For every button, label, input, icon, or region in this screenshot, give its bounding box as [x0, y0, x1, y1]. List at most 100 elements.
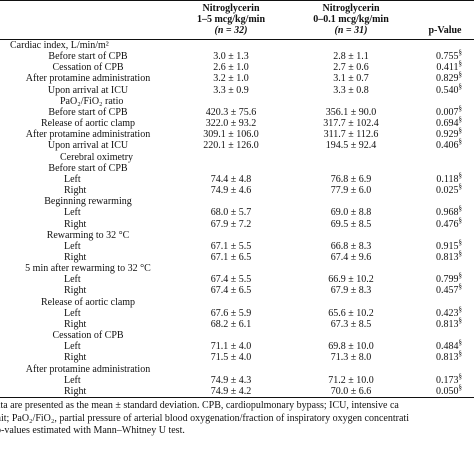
table-row: Right 67.4 ± 6.5 67.9 ± 8.3 0.457§	[0, 283, 474, 297]
footnote-mark: §	[458, 205, 463, 214]
footnote-mark: §	[458, 283, 463, 292]
group2-value: 66.9 ± 10.2	[328, 274, 374, 286]
footnote-mark: §	[458, 104, 463, 113]
group2-value: 69.8 ± 10.0	[328, 341, 374, 353]
footnote-mark: §	[458, 372, 463, 381]
row-label: After protamine administration	[25, 363, 151, 375]
group2-value: 317.7 ± 102.4	[323, 118, 379, 130]
p-value-cell: 0.457§	[416, 283, 474, 297]
footnote-line: p-values estimated with Mann–Whitney U t…	[0, 425, 185, 436]
group1-value: 68.2 ± 6.1	[210, 318, 252, 330]
p-value: 0.025	[436, 185, 459, 197]
empty-cell	[176, 40, 474, 52]
row-label: Right	[64, 218, 87, 230]
table-row: Right 67.9 ± 7.2 69.5 ± 8.5 0.476§	[0, 217, 474, 230]
group2-value: 194.5 ± 92.4	[325, 140, 377, 152]
p-value-cell: 0.694§	[416, 115, 474, 130]
footnote-mark: §	[458, 82, 463, 91]
group1-value: 3.2 ± 1.0	[213, 73, 249, 85]
group-name: Nitroglycerin	[202, 3, 260, 14]
table-row: 5 min after rewarming to 32 °C	[0, 263, 474, 274]
table-header: Nitroglycerin 1–5 mcg/kg/min (n = 32) Nitr…	[0, 0, 474, 40]
row-label: Before start of CPB	[48, 106, 128, 118]
p-value-cell: 0.025§	[416, 182, 474, 197]
group2-value: 356.1 ± 90.0	[325, 106, 377, 118]
table-row: Before start of CPB 420.3 ± 75.6 356.1 ± 9…	[0, 104, 474, 118]
footnote-mark: §	[458, 182, 463, 191]
row-label: 5 min after rewarming to 32 °C	[25, 263, 151, 275]
row-label: Before start of CPB	[48, 162, 128, 174]
p-value: 0.694	[436, 118, 459, 130]
group-dose: 0–0.1 mcg/kg/min	[313, 14, 389, 25]
header-blank	[0, 1, 176, 40]
group1-value: 2.6 ± 1.0	[213, 62, 249, 74]
group1-value: 67.4 ± 5.5	[210, 274, 252, 286]
row-label: Left	[64, 341, 81, 353]
row-label: Left	[64, 274, 81, 286]
table-row: Left 71.1 ± 4.0 69.8 ± 10.0 0.484§	[0, 338, 474, 353]
table-row: Left 67.6 ± 5.9 65.6 ± 10.2 0.423§	[0, 305, 474, 319]
group1-value: 322.0 ± 93.2	[205, 118, 257, 130]
table-row: After protamine administration	[0, 364, 474, 375]
p-value: 0.968	[436, 207, 459, 219]
footnote-mark: §	[458, 171, 463, 180]
group1-value: 309.1 ± 106.0	[203, 129, 259, 141]
header-group2: Nitroglycerin 0–0.1 mcg/kg/min (n = 31)	[286, 1, 416, 40]
group2-value: 70.0 ± 6.6	[330, 385, 372, 397]
table-row: Right 67.1 ± 6.5 67.4 ± 9.6 0.813§	[0, 250, 474, 263]
footnote-mark: §	[458, 305, 463, 314]
p-value: 0.813	[436, 352, 459, 364]
row-label: Cessation of CPB	[52, 330, 124, 342]
empty-cell	[176, 297, 474, 308]
table-row: Cessation of CPB 2.6 ± 1.0 2.7 ± 0.6 0.411§	[0, 60, 474, 74]
group2-value: 2.8 ± 1.1	[333, 51, 369, 63]
p-value-cell: 0.476§	[416, 217, 474, 230]
group1-value: 67.4 ± 6.5	[210, 285, 252, 297]
table-row: Beginning rewarming	[0, 196, 474, 207]
row-label: Before start of CPB	[48, 51, 128, 63]
table-row: Cardiac index, L/min/m²	[0, 40, 474, 52]
p-value-cell: 0.484§	[416, 338, 474, 353]
group2-value: 3.1 ± 0.7	[333, 73, 369, 85]
footnote-mark: §	[458, 115, 463, 124]
p-value: 0.484	[436, 341, 459, 353]
p-value: 0.813	[436, 251, 459, 263]
footnote-mark: §	[458, 71, 463, 80]
p-value-cell: 0.050§	[416, 384, 474, 398]
group2-value: 69.0 ± 8.8	[330, 207, 372, 219]
p-value-cell: 0.755§	[416, 49, 474, 62]
row-label: Release of aortic clamp	[40, 296, 136, 308]
group-dose: 1–5 mcg/kg/min	[196, 14, 266, 25]
table-row: Upon arrival at ICU 3.3 ± 0.9 3.3 ± 0.8 0.5…	[0, 82, 474, 96]
row-label: After protamine administration	[25, 129, 151, 141]
group1-value: 68.0 ± 5.7	[210, 207, 252, 219]
group1-value: 74.4 ± 4.8	[210, 173, 252, 185]
p-value: 0.915	[436, 240, 459, 252]
row-label: Right	[64, 251, 87, 263]
table-row: After protamine administration 3.2 ± 1.0 3…	[0, 71, 474, 85]
p-value: 0.406	[436, 140, 459, 152]
empty-cell	[176, 330, 474, 341]
p-value-cell: 0.118§	[416, 171, 474, 185]
footnote-mark: §	[458, 338, 463, 347]
group-name: Nitroglycerin	[322, 3, 380, 14]
empty-cell	[176, 364, 474, 375]
table-row: Release of aortic clamp 322.0 ± 93.2 317.7…	[0, 115, 474, 130]
table-row: Release of aortic clamp	[0, 297, 474, 308]
p-value-cell: 0.915§	[416, 239, 474, 252]
table-row: Left 67.1 ± 5.5 66.8 ± 8.3 0.915§	[0, 239, 474, 252]
group2-value: 76.8 ± 6.9	[330, 173, 372, 185]
row-label: Left	[64, 240, 81, 252]
group2-value: 77.9 ± 6.0	[330, 185, 372, 197]
empty-cell	[176, 263, 474, 274]
header-p: p-Value	[428, 25, 462, 36]
group2-value: 311.7 ± 112.6	[323, 129, 379, 141]
table-row: Right 68.2 ± 6.1 67.3 ± 8.5 0.813§	[0, 316, 474, 330]
footnote-mark: §	[458, 316, 463, 325]
empty-cell	[176, 96, 474, 107]
row-label: Right	[64, 318, 87, 330]
p-value: 0.476	[436, 218, 459, 230]
p-value-cell: 0.540§	[416, 82, 474, 96]
header-group1: Nitroglycerin 1–5 mcg/kg/min (n = 32)	[176, 1, 286, 40]
p-value: 0.411	[436, 62, 459, 74]
